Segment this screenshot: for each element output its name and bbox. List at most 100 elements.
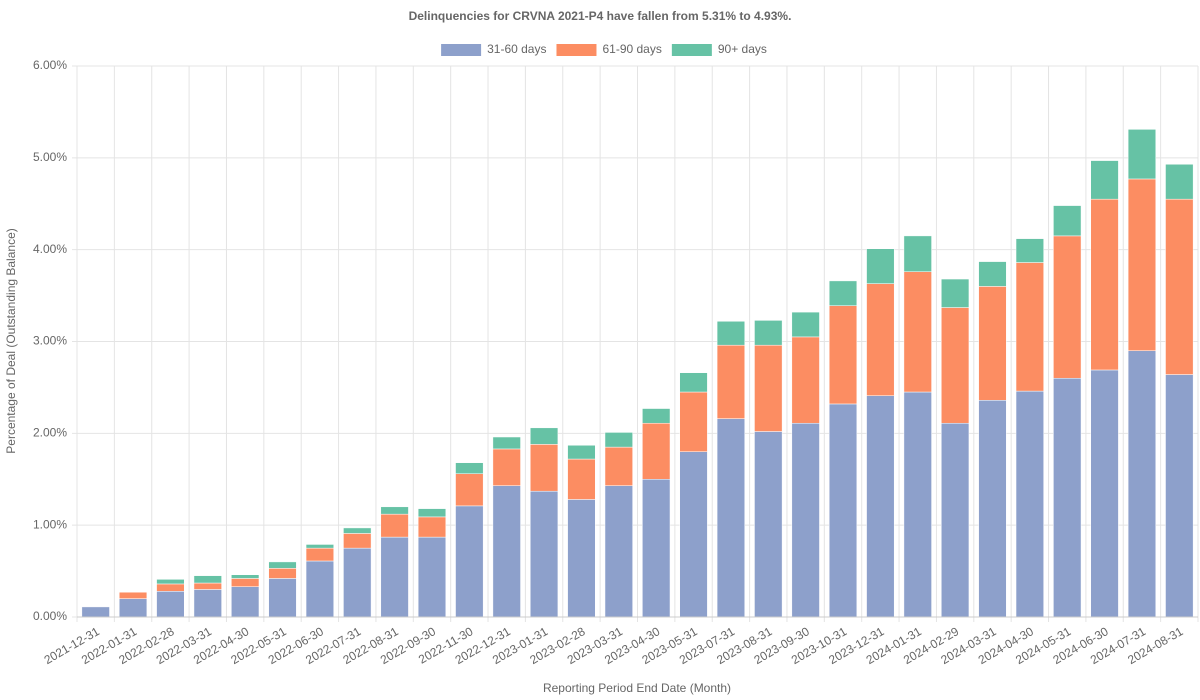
bar-segment: [866, 283, 895, 396]
bar-segment: [455, 462, 484, 474]
bar-segment: [903, 271, 932, 393]
bar-segment: [754, 320, 783, 346]
bar-segment: [567, 499, 596, 618]
bar-segment: [791, 422, 820, 618]
bar-segment: [118, 598, 148, 618]
y-tick-label: 0.00%: [33, 609, 67, 623]
bar-segment: [642, 422, 671, 480]
bar-segment: [828, 305, 858, 405]
bar-segment: [1015, 238, 1044, 263]
bar-segment: [1053, 235, 1082, 379]
bar-segment: [380, 536, 409, 618]
bar-segment: [679, 391, 708, 452]
bar-segment: [193, 582, 222, 590]
bar-segment: [455, 505, 484, 618]
bar-segment: [679, 451, 708, 618]
legend-swatch: [671, 44, 712, 56]
bar-segment: [343, 527, 372, 534]
bar-segment: [828, 280, 858, 306]
bar-segment: [380, 513, 409, 538]
y-tick-label: 5.00%: [33, 150, 67, 164]
y-tick-label: 1.00%: [33, 517, 67, 531]
bar-segment: [343, 533, 372, 549]
bar-segment: [417, 516, 447, 538]
bar-segment: [156, 583, 185, 592]
bar-segment: [978, 400, 1007, 618]
bar-segment: [791, 311, 820, 338]
bar-segment: [417, 508, 447, 518]
bar-segment: [567, 458, 596, 500]
legend-swatch: [441, 44, 482, 56]
bar-segment: [604, 432, 633, 448]
bar-segment: [1053, 377, 1082, 618]
bar-segment: [118, 591, 148, 599]
bar-segment: [978, 261, 1007, 287]
bar-segment: [828, 403, 858, 618]
bar-segment: [1090, 160, 1119, 200]
bar-segment: [791, 336, 820, 424]
x-axis-title: Reporting Period End Date (Month): [543, 681, 731, 695]
bar-segment: [567, 445, 596, 460]
bar-segment: [231, 586, 260, 618]
bar-segment: [903, 235, 932, 272]
bar-segment: [978, 286, 1007, 401]
bar-segment: [941, 422, 970, 618]
bar-segment: [530, 444, 559, 492]
legend-label: 31-60 days: [487, 42, 546, 56]
bar-segment: [903, 391, 932, 618]
bar-segment: [268, 561, 297, 569]
bar-segment: [530, 490, 559, 618]
bar-segment: [305, 544, 334, 549]
bar-segment: [1053, 205, 1082, 237]
bar-segment: [941, 307, 970, 424]
bar-segment: [716, 344, 745, 419]
bar-segment: [305, 547, 334, 562]
bar-segment: [492, 436, 521, 450]
bar-segment: [1015, 262, 1044, 392]
bar-segment: [1165, 374, 1194, 618]
bar-segment: [492, 448, 521, 486]
chart-title: Delinquencies for CRVNA 2021-P4 have fal…: [409, 9, 792, 23]
bar-segment: [455, 473, 484, 507]
bar-segment: [193, 589, 222, 618]
bar-segment: [156, 591, 185, 618]
bar-segment: [642, 408, 671, 424]
bar-segment: [530, 427, 559, 445]
bar-segment: [1127, 129, 1157, 180]
bar-segment: [343, 547, 372, 618]
bar-segment: [1165, 164, 1194, 200]
bar-segment: [679, 372, 708, 393]
bar-segment: [866, 248, 895, 284]
bar-segment: [604, 446, 633, 486]
bar-segment: [305, 560, 334, 618]
bar-segment: [1127, 350, 1157, 618]
bar-segment: [941, 278, 970, 308]
bar-segment: [231, 578, 260, 587]
bar-segment: [1165, 198, 1194, 375]
bar-segment: [417, 536, 447, 618]
bar-segment: [231, 574, 260, 579]
bar-segment: [604, 485, 633, 618]
bar-segment: [716, 321, 745, 346]
bar-segment: [1090, 198, 1119, 371]
bar-segment: [193, 575, 222, 584]
bar-segment: [866, 395, 895, 618]
legend-label: 90+ days: [718, 42, 767, 56]
bar-segment: [268, 568, 297, 579]
bar-segment: [1127, 178, 1157, 351]
legend-swatch: [556, 44, 597, 56]
bar-segment: [81, 606, 110, 618]
bar-segment: [380, 506, 409, 515]
y-tick-label: 4.00%: [33, 242, 67, 256]
bar-segment: [754, 431, 783, 618]
y-axis-title: Percentage of Deal (Outstanding Balance): [4, 228, 18, 453]
y-tick-label: 2.00%: [33, 426, 67, 440]
bar-segment: [716, 418, 745, 618]
y-tick-label: 6.00%: [33, 58, 67, 72]
bar-segment: [156, 579, 185, 585]
bar-segment: [1090, 369, 1119, 618]
y-tick-label: 3.00%: [33, 334, 67, 348]
bar-segment: [1015, 390, 1044, 618]
bar-segment: [268, 578, 297, 618]
